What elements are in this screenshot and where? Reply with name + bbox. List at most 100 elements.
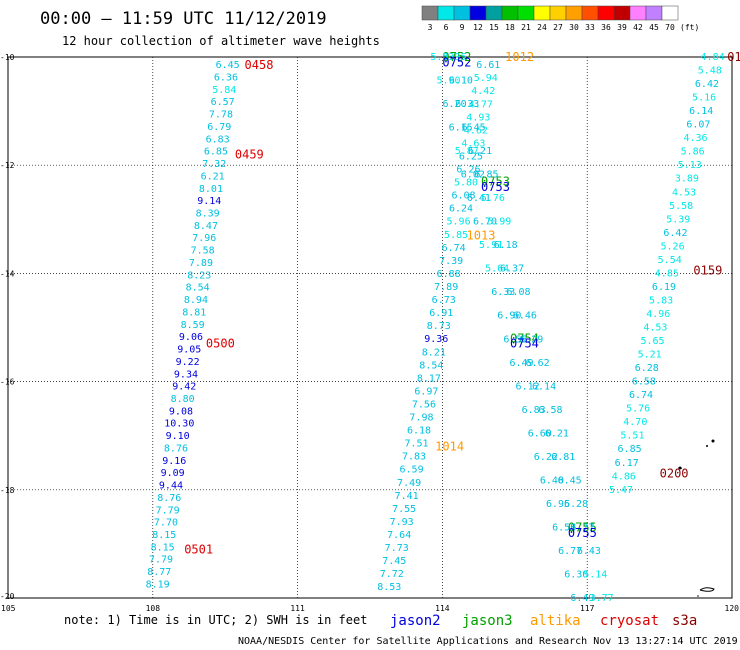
wave-height-value: 6.49 [570, 593, 594, 604]
wave-height-value: 7.41 [395, 491, 419, 502]
wave-height-value: 6.97 [414, 386, 438, 397]
colorbar-label: 42 [633, 23, 643, 32]
wave-height-value: 6.58 [632, 377, 656, 388]
wave-height-value: 8.53 [377, 582, 401, 593]
wave-height-value: 5.51 [620, 431, 644, 442]
wave-height-value: 6.21 [545, 428, 569, 439]
wave-height-value: 6.91 [429, 308, 453, 319]
colorbar-label: 18 [505, 23, 515, 32]
wave-height-value: 6.83 [522, 405, 546, 416]
wave-height-value: 9.44 [159, 481, 183, 492]
y-tick-label: -14 [0, 269, 15, 278]
wave-height-value: 6.18 [407, 426, 431, 437]
colorbar-label: 6 [444, 23, 449, 32]
wave-height-value: 5.76 [481, 193, 505, 204]
wave-height-value: 5.94 [474, 73, 498, 84]
wave-height-value: 6.62 [526, 358, 550, 369]
wave-height-value: 4.84 [701, 52, 725, 63]
wave-height-value: 6.33 [491, 287, 515, 298]
wave-height-value: 7.55 [392, 504, 416, 515]
wave-height-value: 5.58 [669, 201, 693, 212]
colorbar-label: 24 [537, 23, 547, 32]
colorbar-swatch [645, 5, 663, 21]
wave-height-value: 8.47 [194, 221, 218, 232]
wave-height-value: 6.46 [513, 311, 537, 322]
colorbar-label: 21 [521, 23, 531, 32]
wave-height-value: 7.89 [434, 282, 458, 293]
wave-height-value: 8.15 [152, 530, 176, 541]
colorbar-swatch [533, 5, 551, 21]
wave-height-value: 7.73 [385, 543, 409, 554]
legend-altika: altika [530, 613, 581, 629]
colorbar-label: 9 [460, 23, 465, 32]
pass-time-label: 0501 [184, 542, 213, 556]
wave-height-value: 4.42 [471, 86, 495, 97]
wave-height-value: 8.21 [422, 347, 446, 358]
wave-height-value: 6.19 [652, 282, 676, 293]
wave-height-value: 5.80 [454, 178, 478, 189]
pass-time-label: 0200 [660, 467, 689, 481]
wave-height-value: 6.79 [207, 122, 231, 133]
wave-height-value: 7.93 [390, 517, 414, 528]
y-tick-label: -16 [0, 378, 15, 387]
satellite-legend: jason2 jason3 altika cryosat s3a [390, 613, 697, 629]
y-tick-label: -18 [0, 486, 15, 495]
wave-height-value: 5.99 [487, 217, 511, 228]
colorbar-swatch [501, 5, 519, 21]
colorbar-label: 3 [428, 23, 433, 32]
wave-height-value: 6.85 [204, 147, 228, 158]
wave-height-value: 6.18 [494, 240, 518, 251]
wave-height-value: 4.86 [612, 471, 636, 482]
legend-s3a: s3a [672, 613, 697, 629]
colorbar-swatch [421, 5, 439, 21]
wave-height-value: 5.65 [640, 336, 664, 347]
wave-height-value: 6.17 [615, 458, 639, 469]
wave-height-value: 4.62 [464, 125, 488, 136]
wave-height-value: 9.36 [424, 334, 448, 345]
wave-height-value: 6.45 [216, 60, 240, 71]
wave-height-value: 7.72 [380, 569, 404, 580]
coastline-islands [678, 439, 715, 597]
wave-height-value: 6.55 [503, 334, 527, 345]
wave-height-value: 6.85 [618, 444, 642, 455]
wave-height-value: 7.58 [191, 246, 215, 257]
wave-height-value: 8.73 [427, 321, 451, 332]
wave-height-value: 7.70 [154, 518, 178, 529]
pass-time-label: 0754 [510, 337, 539, 351]
wave-height-value: 6.77 [570, 522, 594, 533]
wave-height-value: 6.22 [534, 452, 558, 463]
wave-height-value: 5.87 [455, 146, 479, 157]
pass-time-label: 0752 [442, 55, 471, 69]
satellite-tracks: 6.456.365.846.577.786.796.836.857.326.21… [146, 50, 740, 604]
track-jason3: 5.33 5.90 6.20 6.15 5.87 6.02 6.41 6.70 5.91 5.64… [430, 50, 596, 604]
pass-time-label: 0500 [206, 337, 235, 351]
track-jason2: 5.95 6.10 6.33 6.45 6.21 6.85 5.76 5.99 6.18 6.37… [442, 52, 613, 604]
wave-height-value: 6.21 [201, 171, 225, 182]
track-cryosat: 6.456.36 5.846.57 7.786.796.83 6.857.326.21… [146, 58, 274, 590]
wave-height-value: 7.39 [439, 256, 463, 267]
wave-height-value: 6.95 [546, 499, 570, 510]
wave-height-value: 6.45 [462, 123, 486, 134]
colorbar-swatch [581, 5, 599, 21]
wave-height-value: 9.08 [169, 406, 193, 417]
wave-height-value: 6.58 [538, 405, 562, 416]
wave-height-value: 5.90 [436, 76, 460, 87]
x-tick-label: 108 [146, 604, 161, 613]
wave-height-value: 6.42 [663, 228, 687, 239]
wave-height-value: 5.26 [661, 241, 685, 252]
wave-height-value: 6.15 [449, 123, 473, 134]
colorbar-label: 27 [553, 23, 563, 32]
wave-height-value: 8.23 [187, 270, 211, 281]
wave-height-value: 6.30 [564, 569, 588, 580]
track-s3a: 4.84 5.48 6.42 5.16 6.14 6.07 4.36 5.86 5.13 3.89… [609, 50, 740, 496]
note-text: note: 1) Time is in UTC; 2) SWH is in fe… [64, 613, 367, 627]
wave-height-value: 5.86 [681, 147, 705, 158]
colorbar-label: 33 [585, 23, 595, 32]
colorbar-label: 36 [601, 23, 611, 32]
wave-height-value: 5.13 [678, 160, 702, 171]
wave-height-value: 6.29 [519, 334, 543, 345]
wave-height-value: 8.39 [196, 209, 220, 220]
wave-height-value: 5.39 [666, 214, 690, 225]
wave-height-value: 9.14 [197, 196, 221, 207]
wave-height-value: 5.48 [698, 66, 722, 77]
